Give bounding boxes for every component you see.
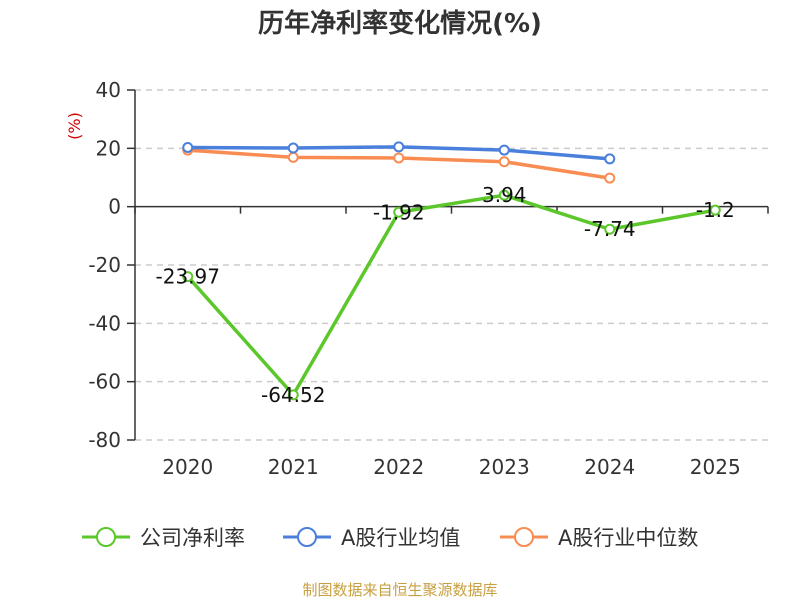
x-tick-label: 2025 xyxy=(690,455,741,479)
data-point xyxy=(498,144,510,156)
data-point xyxy=(604,172,616,184)
x-tick-label: 2023 xyxy=(479,455,530,479)
y-tick-label: -40 xyxy=(88,311,121,335)
y-axis-ticks: 40 20 0 -20 -40 -60 -80 xyxy=(88,78,135,452)
axes xyxy=(134,90,768,440)
data-point xyxy=(498,156,510,168)
legend-label: A股行业均值 xyxy=(341,526,460,550)
y-tick-label: -80 xyxy=(88,428,121,452)
series-layer xyxy=(182,141,721,401)
data-label: -64.52 xyxy=(261,383,325,407)
data-point xyxy=(393,206,405,218)
data-label: -23.97 xyxy=(156,265,220,289)
y-tick-label: 40 xyxy=(96,78,121,102)
y-tick-label: 0 xyxy=(108,195,121,219)
data-point xyxy=(393,152,405,164)
data-label: -1.2 xyxy=(696,198,735,222)
data-label: -7.74 xyxy=(584,217,636,241)
x-axis-ticks: 2020 2021 2022 2023 2024 2025 xyxy=(134,206,769,479)
grid-lines xyxy=(135,89,768,441)
x-tick-label: 2022 xyxy=(373,455,424,479)
x-tick-label: 2024 xyxy=(584,455,635,479)
data-point xyxy=(604,153,616,165)
legend-marker xyxy=(96,527,116,547)
source-note: 制图数据来自恒生聚源数据库 xyxy=(302,581,497,599)
y-tick-label: 20 xyxy=(96,136,121,160)
legend-label: 公司净利率 xyxy=(140,526,245,550)
chart-title: 历年净利率变化情况(%) xyxy=(258,8,542,39)
data-label: 3.94 xyxy=(482,183,527,207)
data-point xyxy=(182,271,194,283)
legend-label: A股行业中位数 xyxy=(558,526,698,550)
data-point xyxy=(604,223,616,235)
y-tick-label: -60 xyxy=(88,370,121,394)
data-point xyxy=(287,151,299,163)
y-axis-unit: (%) xyxy=(65,112,84,140)
data-point xyxy=(287,389,299,401)
legend-marker xyxy=(514,527,534,547)
data-point xyxy=(393,141,405,153)
data-point xyxy=(182,141,194,153)
legend-marker xyxy=(297,527,317,547)
legend: 公司净利率 A股行业均值 A股行业中位数 xyxy=(82,526,698,550)
data-label: -1.92 xyxy=(373,200,425,224)
data-point xyxy=(498,189,510,201)
x-tick-label: 2021 xyxy=(268,455,319,479)
y-tick-label: -20 xyxy=(88,253,121,277)
data-point xyxy=(287,142,299,154)
series-line xyxy=(186,193,716,397)
x-tick-label: 2020 xyxy=(162,455,213,479)
data-point xyxy=(709,204,721,216)
data-labels: -23.97 -64.52 -1.92 3.94 -7.74 -1.2 xyxy=(156,183,735,407)
